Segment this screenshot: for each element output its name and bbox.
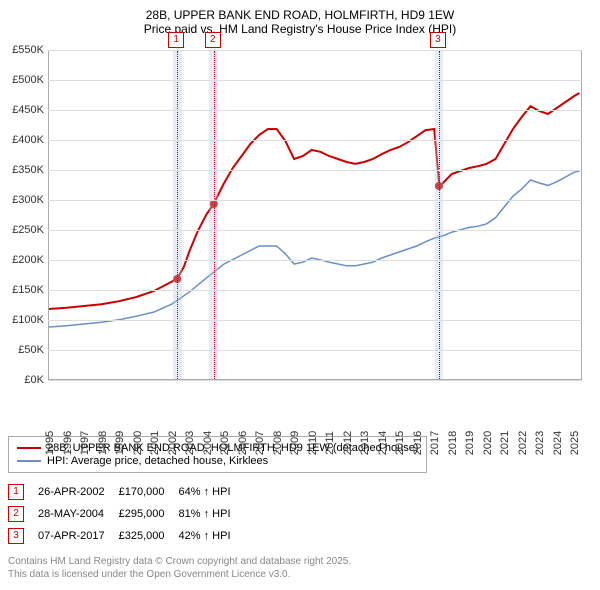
table-row: 126-APR-2002£170,00064% ↑ HPI <box>8 481 245 503</box>
gridline <box>48 320 582 321</box>
y-tick-label: £50K <box>8 344 44 356</box>
x-tick-label: 2020 <box>482 418 494 468</box>
y-tick-label: £0K <box>8 374 44 386</box>
sale-price: £295,000 <box>119 503 179 525</box>
gridline <box>48 380 582 381</box>
y-tick-label: £450K <box>8 104 44 116</box>
sale-line <box>177 51 178 379</box>
sale-line <box>214 51 215 379</box>
sale-index-box: 2 <box>8 503 38 525</box>
y-tick-label: £550K <box>8 44 44 56</box>
sale-marker: 2 <box>205 32 221 48</box>
plot-area <box>48 50 582 380</box>
sale-line <box>439 51 440 379</box>
sale-vs-hpi: 42% ↑ HPI <box>179 525 245 547</box>
x-tick-label: 2012 <box>342 418 354 468</box>
sale-vs-hpi: 81% ↑ HPI <box>179 503 245 525</box>
x-tick-label: 2002 <box>167 418 179 468</box>
x-tick-label: 2009 <box>289 418 301 468</box>
y-tick-label: £150K <box>8 284 44 296</box>
x-tick-label: 2000 <box>132 418 144 468</box>
table-row: 228-MAY-2004£295,00081% ↑ HPI <box>8 503 245 525</box>
x-tick-label: 1996 <box>62 418 74 468</box>
y-tick-label: £350K <box>8 164 44 176</box>
x-tick-label: 2017 <box>429 418 441 468</box>
gridline <box>48 230 582 231</box>
sale-vs-hpi: 64% ↑ HPI <box>179 481 245 503</box>
x-tick-label: 2003 <box>184 418 196 468</box>
x-tick-label: 2021 <box>499 418 511 468</box>
sale-marker: 1 <box>168 32 184 48</box>
x-tick-label: 2022 <box>517 418 529 468</box>
gridline <box>48 110 582 111</box>
x-tick-label: 2016 <box>412 418 424 468</box>
x-tick-label: 2008 <box>272 418 284 468</box>
sale-date: 26-APR-2002 <box>38 481 119 503</box>
series-line-property <box>49 93 580 309</box>
table-row: 307-APR-2017£325,00042% ↑ HPI <box>8 525 245 547</box>
y-tick-label: £400K <box>8 134 44 146</box>
sales-table: 126-APR-2002£170,00064% ↑ HPI228-MAY-200… <box>8 481 245 547</box>
x-tick-label: 2024 <box>552 418 564 468</box>
y-tick-label: £250K <box>8 224 44 236</box>
x-tick-label: 2004 <box>202 418 214 468</box>
x-tick-label: 2010 <box>307 418 319 468</box>
footer-line2: This data is licensed under the Open Gov… <box>8 568 592 581</box>
x-tick-label: 2005 <box>219 418 231 468</box>
x-tick-label: 2006 <box>237 418 249 468</box>
gridline <box>48 50 582 51</box>
x-tick-label: 1999 <box>114 418 126 468</box>
sale-price: £325,000 <box>119 525 179 547</box>
sale-date: 28-MAY-2004 <box>38 503 119 525</box>
sale-price: £170,000 <box>119 481 179 503</box>
chart: £0K £50K £100K £150K £200K £250K £300K £350K £40… <box>8 40 592 430</box>
gridline <box>48 290 582 291</box>
y-tick-label: £200K <box>8 254 44 266</box>
x-tick-label: 2014 <box>377 418 389 468</box>
x-tick-label: 2025 <box>569 418 581 468</box>
chart-title-line2: Price paid vs. HM Land Registry's House … <box>8 22 592 36</box>
x-tick-label: 1995 <box>44 418 56 468</box>
gridline <box>48 260 582 261</box>
y-tick-label: £100K <box>8 314 44 326</box>
gridline <box>48 200 582 201</box>
gridline <box>48 170 582 171</box>
x-tick-label: 2023 <box>534 418 546 468</box>
footer-line1: Contains HM Land Registry data © Crown c… <box>8 555 592 568</box>
x-tick-label: 2001 <box>149 418 161 468</box>
x-tick-label: 2019 <box>464 418 476 468</box>
x-tick-label: 2007 <box>254 418 266 468</box>
chart-lines <box>49 51 581 379</box>
y-tick-label: £300K <box>8 194 44 206</box>
sale-index-box: 3 <box>8 525 38 547</box>
sale-marker: 3 <box>430 32 446 48</box>
legend-swatch-hpi <box>17 460 41 462</box>
gridline <box>48 140 582 141</box>
sale-index-box: 1 <box>8 481 38 503</box>
x-tick-label: 1998 <box>97 418 109 468</box>
gridline <box>48 80 582 81</box>
series-line-hpi <box>49 171 580 327</box>
gridline <box>48 350 582 351</box>
x-tick-label: 1997 <box>79 418 91 468</box>
x-tick-label: 2013 <box>359 418 371 468</box>
legend-swatch-property <box>17 447 41 449</box>
chart-title-line1: 28B, UPPER BANK END ROAD, HOLMFIRTH, HD9… <box>8 8 592 22</box>
x-tick-label: 2015 <box>394 418 406 468</box>
y-tick-label: £500K <box>8 74 44 86</box>
x-tick-label: 2011 <box>324 418 336 468</box>
footer: Contains HM Land Registry data © Crown c… <box>8 555 592 581</box>
x-tick-label: 2018 <box>447 418 459 468</box>
sale-date: 07-APR-2017 <box>38 525 119 547</box>
